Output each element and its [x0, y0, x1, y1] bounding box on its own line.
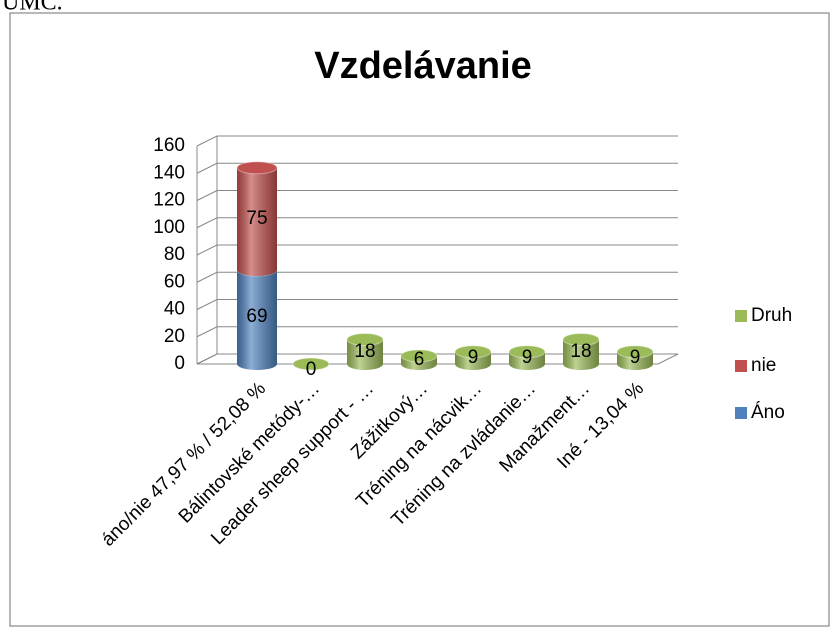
bar-top	[236, 161, 278, 175]
bar	[292, 357, 330, 371]
y-tick-label: 80	[164, 244, 185, 265]
y-tick-label: 0	[174, 353, 185, 374]
data-label: 9	[468, 347, 479, 368]
legend-label: Druh	[751, 305, 792, 326]
bar	[236, 161, 278, 276]
bar-top	[562, 332, 600, 346]
y-tick-label: 160	[153, 135, 185, 156]
chart-title: Vzdelávanie	[314, 45, 532, 87]
legend-swatch	[735, 360, 747, 372]
bar	[400, 349, 438, 370]
legend-swatch	[735, 310, 747, 322]
grid-line	[196, 162, 678, 174]
bar	[562, 332, 600, 370]
data-label: 18	[570, 341, 591, 362]
data-label: 6	[414, 349, 425, 370]
data-label: 9	[522, 347, 533, 368]
y-tick-label: 40	[164, 299, 185, 320]
data-label: 18	[354, 341, 375, 362]
data-label: 0	[306, 359, 317, 380]
bar-top	[616, 345, 654, 359]
bar	[616, 345, 654, 370]
bar-top	[346, 332, 384, 346]
grid-line	[196, 190, 678, 201]
legend-label: Áno	[751, 402, 785, 423]
grid-line	[196, 271, 678, 283]
y-tick-label: 60	[164, 271, 185, 292]
bar-top	[454, 345, 492, 359]
bar-shade	[237, 167, 277, 276]
bar-shade	[237, 269, 277, 370]
header-text: UMC.	[2, 0, 63, 16]
bar	[508, 345, 546, 370]
bar-top	[292, 357, 330, 371]
grid-line	[196, 217, 678, 229]
grid-line	[196, 326, 678, 338]
y-tick-label: 100	[153, 217, 185, 238]
bar	[346, 332, 384, 370]
bar-shade	[347, 339, 383, 370]
y-tick-label: 140	[153, 162, 185, 183]
bar-top	[400, 349, 438, 363]
grid-line	[196, 135, 678, 147]
y-tick-label: 120	[153, 190, 185, 211]
chart-border	[9, 12, 830, 627]
legend-label: nie	[751, 355, 776, 376]
bar-shade	[563, 339, 599, 370]
data-label: 69	[246, 306, 267, 327]
data-label: 9	[630, 347, 641, 368]
grid-line	[196, 299, 678, 310]
grid-line	[196, 244, 678, 256]
data-label: 75	[246, 208, 267, 229]
legend-swatch	[735, 407, 747, 419]
bar	[454, 345, 492, 370]
bar-top	[508, 345, 546, 359]
y-tick-label: 20	[164, 326, 185, 347]
